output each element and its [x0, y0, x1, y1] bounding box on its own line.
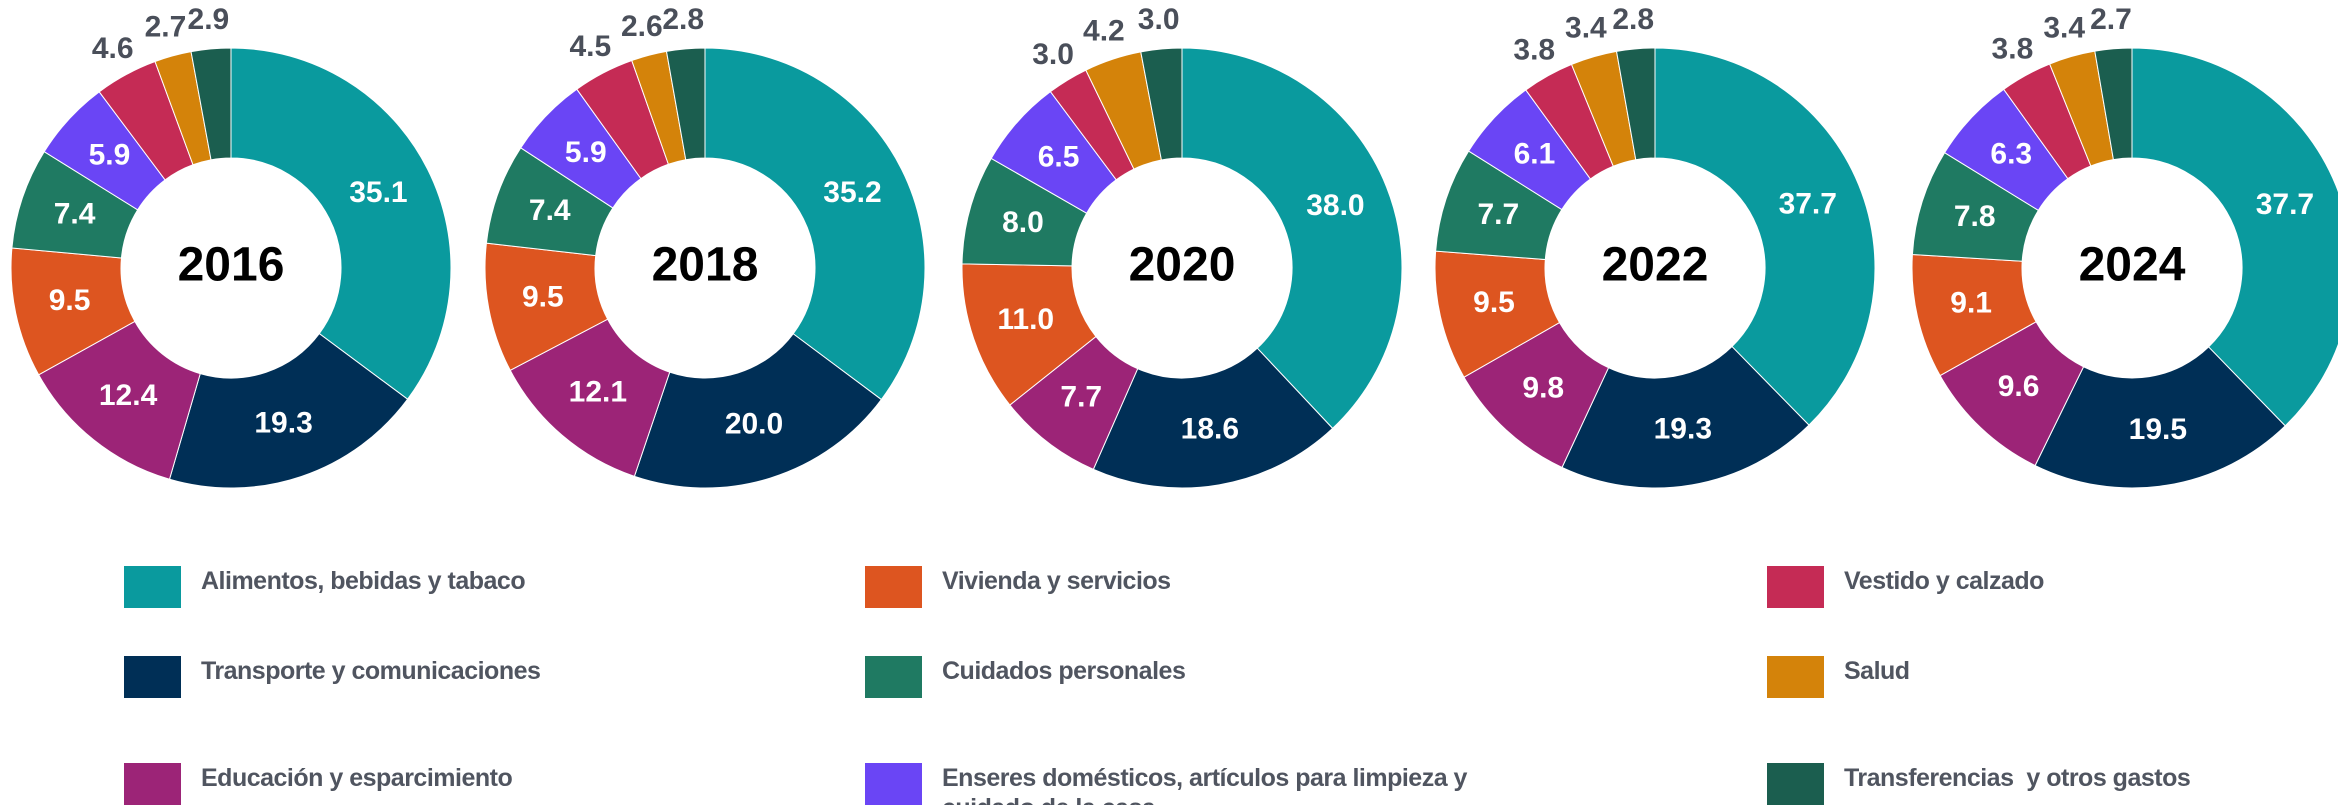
value-label: 37.7 [1779, 188, 1837, 221]
value-label: 9.5 [522, 280, 564, 313]
value-label: 9.6 [1998, 370, 2040, 403]
value-label: 3.8 [1513, 33, 1555, 66]
value-label: 18.6 [1181, 413, 1239, 446]
donut-slice [230, 47, 452, 400]
donut-slice [1140, 47, 1183, 161]
legend-item: Enseres domésticos, artículos para limpi… [865, 763, 1502, 805]
donut-slice [2094, 47, 2133, 161]
value-label: 2.8 [662, 3, 704, 36]
legend-swatch [124, 763, 181, 805]
legend-label: Vestido y calzado [1844, 567, 2044, 595]
legend-item: Cuidados personales [865, 656, 1502, 698]
value-label: 2.7 [2090, 3, 2132, 36]
legend-swatch [865, 763, 922, 805]
value-label: 19.3 [254, 406, 312, 439]
value-label: 4.5 [569, 30, 611, 63]
legend-swatch [1767, 763, 1824, 805]
donut-slice [704, 47, 926, 401]
chart-title: 2024 [2079, 239, 2186, 292]
value-label: 9.5 [49, 284, 91, 317]
donut-slice [1092, 347, 1334, 489]
value-label: 12.1 [569, 375, 627, 408]
legend-swatch [1767, 566, 1824, 608]
value-label: 35.1 [349, 176, 407, 209]
legend-item: Salud [1767, 656, 2338, 698]
value-label: 7.7 [1477, 198, 1519, 231]
value-label: 19.5 [2129, 413, 2187, 446]
donut-slice [168, 332, 409, 489]
value-label: 7.4 [529, 194, 571, 227]
legend-item: Transporte y comunicaciones [124, 656, 761, 698]
legend-label: Cuidados personales [942, 657, 1186, 685]
value-label: 4.6 [92, 32, 134, 65]
donut-slice [1654, 47, 1876, 426]
value-label: 9.8 [1522, 371, 1564, 404]
value-label: 7.7 [1060, 381, 1102, 414]
value-label: 3.8 [1992, 33, 2034, 66]
legend-swatch [124, 656, 181, 698]
legend-item: Educación y esparcimiento [124, 763, 761, 805]
chart-title: 2022 [1602, 239, 1709, 292]
value-label: 2.8 [1612, 3, 1654, 36]
donut-slice [1561, 345, 1810, 489]
donut-slice [190, 47, 232, 161]
donut-slice [1181, 47, 1403, 430]
value-label: 3.0 [1138, 3, 1180, 36]
donut-slice [1615, 47, 1656, 161]
chart-title: 2018 [652, 239, 759, 292]
donut-slice [2131, 47, 2338, 427]
chart-title: 2016 [178, 239, 285, 292]
value-label: 35.2 [823, 176, 881, 209]
value-label: 38.0 [1306, 189, 1364, 222]
legend-label: Educación y esparcimiento [201, 764, 513, 792]
value-label: 4.2 [1083, 15, 1125, 48]
value-label: 12.4 [99, 379, 158, 412]
value-label: 11.0 [997, 303, 1054, 336]
legend-label: Transporte y comunicaciones [201, 657, 541, 685]
value-label: 6.1 [1514, 137, 1556, 170]
legend-swatch [1767, 656, 1824, 698]
donut-slice [633, 333, 883, 489]
donut-slice [665, 47, 706, 161]
legend-label: Transferencias y otros gastos [1844, 764, 2191, 792]
value-label: 19.3 [1654, 413, 1712, 446]
value-label: 8.0 [1002, 206, 1044, 239]
value-label: 6.5 [1038, 140, 1080, 173]
chart-title: 2020 [1129, 239, 1236, 292]
legend-item: Vestido y calzado [1767, 566, 2338, 608]
legend-label: Enseres domésticos, artículos para limpi… [942, 764, 1467, 805]
value-label: 5.9 [89, 138, 131, 171]
value-label: 2.9 [188, 3, 230, 36]
value-label: 5.9 [565, 136, 607, 169]
value-label: 9.5 [1473, 286, 1515, 319]
value-label: 6.3 [1990, 137, 2032, 170]
value-label: 20.0 [725, 407, 783, 440]
legend-label: Alimentos, bebidas y tabaco [201, 567, 526, 595]
value-label: 2.6 [621, 10, 663, 43]
value-label: 9.1 [1950, 287, 1992, 320]
value-label: 7.4 [54, 197, 96, 230]
legend-label: Vivienda y servicios [942, 567, 1171, 595]
value-label: 3.0 [1032, 38, 1074, 71]
value-label: 3.4 [2043, 11, 2085, 44]
legend-item: Transferencias y otros gastos [1767, 763, 2338, 805]
legend-label: Salud [1844, 657, 1910, 685]
value-label: 37.7 [2256, 188, 2314, 221]
legend-swatch [124, 566, 181, 608]
legend-swatch [865, 656, 922, 698]
donut-slice [2034, 346, 2286, 489]
value-label: 2.7 [145, 11, 187, 44]
value-label: 3.4 [1565, 12, 1607, 45]
value-label: 7.8 [1954, 200, 1996, 233]
donut-charts: 35.119.312.49.57.45.94.62.7 2.9201635.220… [10, 3, 2338, 489]
legend-item: Alimentos, bebidas y tabaco [124, 566, 761, 608]
legend-swatch [865, 566, 922, 608]
legend-item: Vivienda y servicios [865, 566, 1502, 608]
